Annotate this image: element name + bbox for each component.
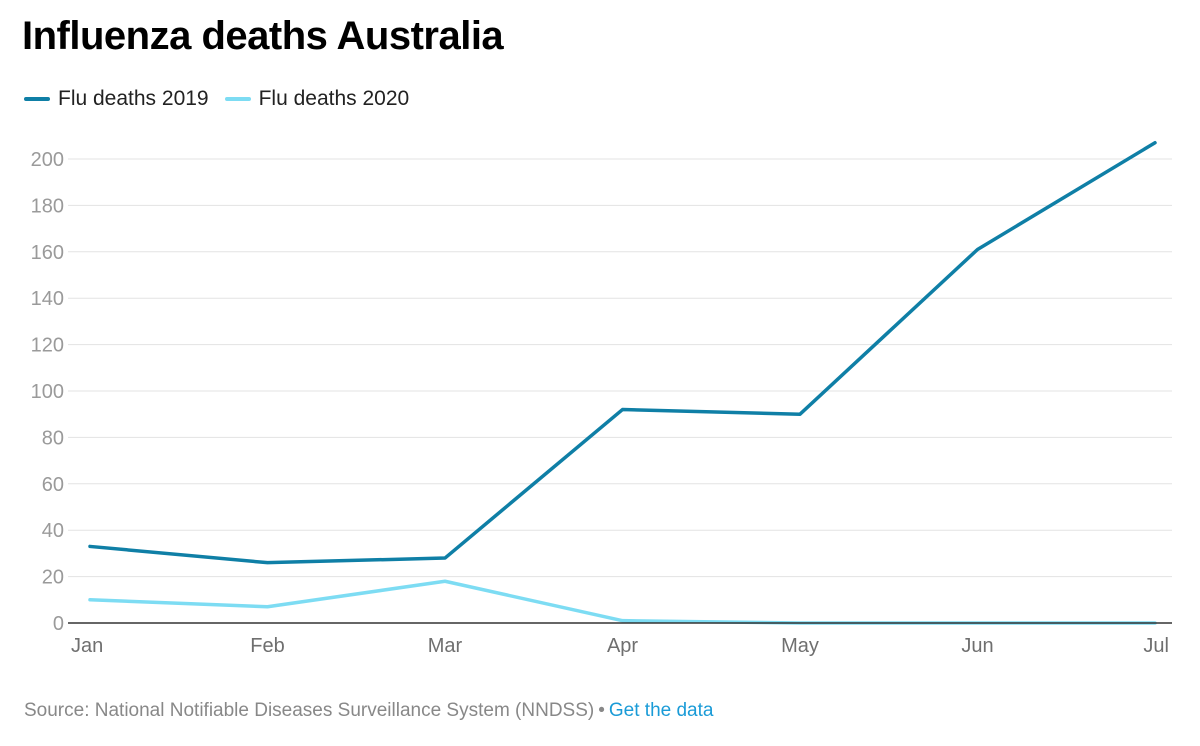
legend: Flu deaths 2019 Flu deaths 2020 [24,87,425,111]
y-tick-label-140: 140 [31,288,64,310]
y-tick-label-80: 80 [42,427,64,449]
footer: Source: National Notifiable Diseases Sur… [24,700,713,722]
legend-label-2020: Flu deaths 2020 [258,87,410,110]
legend-item-2019[interactable]: Flu deaths 2019 [24,87,209,111]
y-tick-label-40: 40 [42,520,64,542]
x-tick-label-jan: Jan [71,635,103,657]
x-tick-label-jul: Jul [1143,635,1169,657]
series-line-flu-deaths-2019 [88,141,1157,565]
y-tick-label-100: 100 [31,381,64,403]
y-tick-label-60: 60 [42,474,64,496]
y-tick-label-160: 160 [31,242,64,264]
get-the-data-link[interactable]: Get the data [608,700,714,721]
y-tick-label-0: 0 [53,613,64,635]
x-tick-label-feb: Feb [250,635,284,657]
y-tick-label-200: 200 [31,149,64,171]
legend-swatch-2019 [24,97,50,101]
x-tick-label-may: May [781,635,819,657]
source-text: Source: National Notifiable Diseases Sur… [24,700,595,721]
x-tick-label-apr: Apr [607,635,638,657]
footer-separator: • [598,700,605,721]
y-tick-label-120: 120 [31,335,64,357]
y-tick-label-20: 20 [42,567,64,589]
x-tick-label-mar: Mar [428,635,463,657]
y-tick-label-180: 180 [31,195,64,217]
series-line-flu-deaths-2020 [88,579,1157,625]
legend-swatch-2020 [224,97,251,101]
legend-item-2020[interactable]: Flu deaths 2020 [224,87,410,111]
x-tick-label-jun: Jun [961,635,993,657]
legend-label-2019: Flu deaths 2019 [58,87,209,110]
chart-title: Influenza deaths Australia [22,14,504,58]
